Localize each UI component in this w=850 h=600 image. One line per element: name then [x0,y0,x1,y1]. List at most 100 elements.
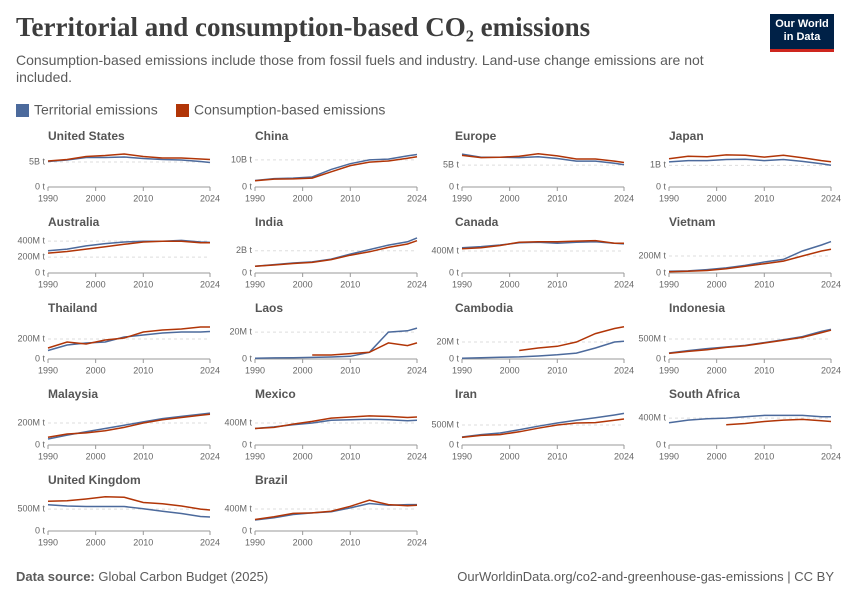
legend-label: Consumption-based emissions [194,102,385,118]
series-line [668,248,832,273]
x-tick-label: 2000 [707,365,727,375]
y-tick-label: 200M t [17,333,45,343]
panel-title: South Africa [669,387,740,401]
y-tick-label: 0 t [35,525,46,535]
x-tick-label: 2024 [821,279,841,289]
x-tick-label: 1990 [245,193,265,203]
x-tick-label: 2000 [86,193,106,203]
source-text: Global Carbon Budget (2025) [98,569,269,584]
logo[interactable]: Our World in Data [770,14,834,52]
panel-title: Vietnam [669,215,715,229]
x-tick-label: 1990 [245,365,265,375]
y-tick-label: 500M t [638,333,666,343]
panel-title: India [255,215,283,229]
series-line [47,326,210,349]
x-tick-label: 1990 [659,279,679,289]
panel-title: Malaysia [48,387,98,401]
y-tick-label: 400M t [638,412,666,422]
x-tick-label: 2024 [200,451,220,461]
series-line [461,418,625,439]
x-tick-label: 2024 [407,537,427,547]
x-tick-label: 2024 [614,279,634,289]
x-tick-label: 2010 [754,451,774,461]
panel-title: United States [48,129,125,143]
series-line [254,153,418,182]
x-tick-label: 2010 [547,279,567,289]
y-tick-label: 500M t [431,419,459,429]
x-tick-label: 1990 [245,451,265,461]
y-tick-label: 0 t [35,181,46,191]
x-tick-label: 1990 [659,365,679,375]
x-tick-label: 2000 [500,451,520,461]
x-tick-label: 2010 [133,365,153,375]
y-tick-label: 0 t [35,267,46,277]
series-line [47,153,211,162]
x-tick-label: 2024 [614,193,634,203]
series-line [254,237,418,268]
url[interactable]: OurWorldinData.org/co2-and-greenhouse-ga… [457,569,834,584]
y-tick-label: 200M t [638,250,666,260]
x-tick-label: 2010 [754,193,774,203]
panel-title: Mexico [255,387,296,401]
panel-title: Indonesia [669,301,725,315]
panel-title: Australia [48,215,100,229]
x-tick-label: 2000 [707,193,727,203]
y-tick-label: 0 t [656,439,667,449]
logo-line: in Data [783,31,821,43]
x-tick-label: 2000 [500,279,520,289]
x-tick-label: 2000 [707,279,727,289]
x-tick-label: 2010 [133,193,153,203]
legend-swatch [176,104,189,117]
legend-label: Territorial emissions [34,102,158,118]
y-tick-label: 0 t [35,353,46,363]
y-tick-label: 20M t [436,336,459,346]
x-tick-label: 2024 [407,451,427,461]
y-tick-label: 0 t [242,353,253,363]
x-tick-label: 1990 [38,193,58,203]
y-tick-label: 400M t [224,503,252,513]
x-tick-label: 2010 [133,537,153,547]
x-tick-label: 2010 [340,537,360,547]
x-tick-label: 2024 [200,537,220,547]
x-tick-label: 1990 [38,537,58,547]
series-line [47,330,211,352]
y-tick-label: 0 t [242,267,253,277]
x-tick-label: 1990 [245,537,265,547]
x-tick-label: 2024 [407,365,427,375]
series-line [726,418,832,426]
x-tick-label: 1990 [659,451,679,461]
panel-title: Thailand [48,301,97,315]
x-tick-label: 1990 [452,279,472,289]
x-tick-label: 2000 [293,193,313,203]
x-tick-label: 2010 [133,451,153,461]
y-tick-label: 20M t [229,326,252,336]
x-tick-label: 2010 [340,279,360,289]
panel-title: Canada [455,215,499,229]
series-line [461,152,625,164]
y-tick-label: 0 t [242,439,253,449]
y-tick-label: 0 t [656,353,667,363]
panel-title: Cambodia [455,301,513,315]
y-tick-label: 0 t [656,267,667,277]
panel-title: Japan [669,129,704,143]
x-tick-label: 2000 [293,365,313,375]
x-tick-label: 2000 [86,451,106,461]
x-tick-label: 1990 [38,365,58,375]
y-tick-label: 0 t [449,267,460,277]
x-tick-label: 1990 [659,193,679,203]
panel-title: Europe [455,129,497,143]
x-tick-label: 2000 [293,451,313,461]
x-tick-label: 2000 [500,365,520,375]
y-tick-label: 400M t [17,236,45,246]
x-tick-label: 2000 [86,537,106,547]
x-tick-label: 2024 [407,279,427,289]
subtitle: Consumption-based emissions include thos… [16,52,704,85]
y-tick-label: 200M t [17,417,45,427]
x-tick-label: 2024 [821,451,841,461]
x-tick-label: 1990 [38,279,58,289]
x-tick-label: 2010 [133,279,153,289]
y-tick-label: 0 t [449,353,460,363]
x-tick-label: 2010 [340,451,360,461]
x-tick-label: 2000 [86,279,106,289]
